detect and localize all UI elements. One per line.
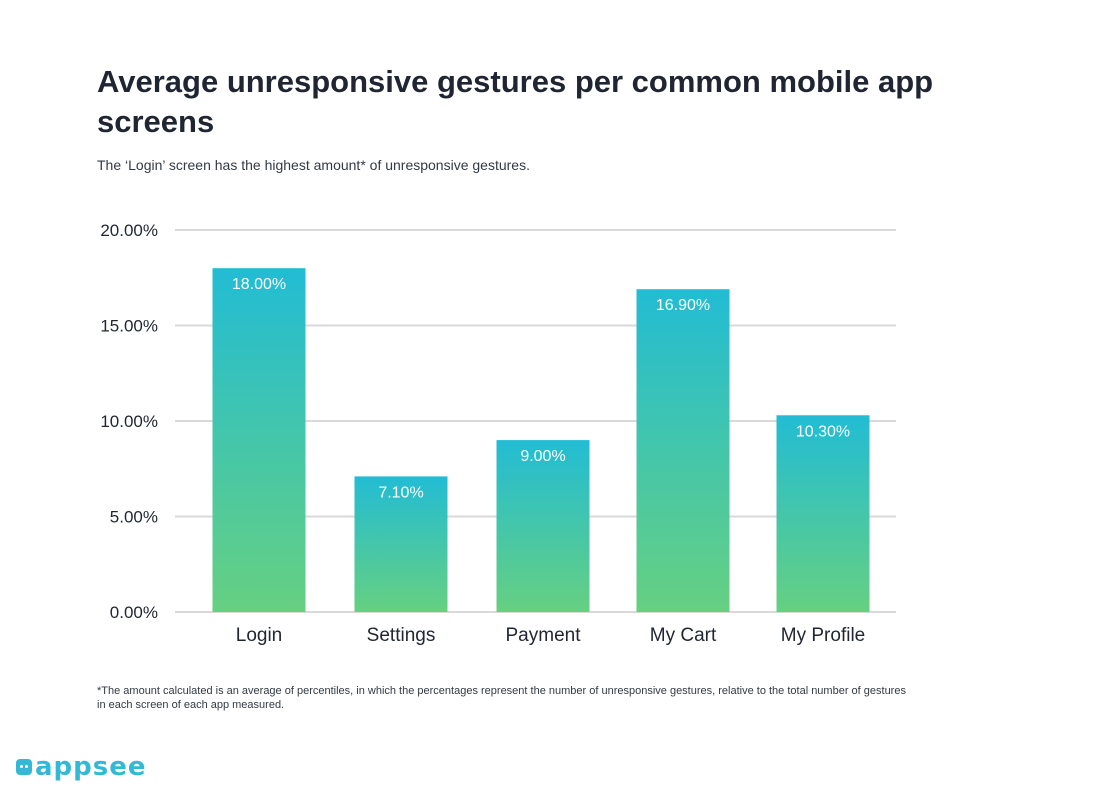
data-label: 18.00% — [232, 276, 286, 293]
data-label: 16.90% — [656, 297, 710, 314]
bar — [776, 415, 870, 612]
data-label: 10.30% — [796, 423, 850, 440]
footnote: *The amount calculated is an average of … — [97, 685, 906, 711]
x-tick-label: Settings — [367, 625, 436, 646]
y-tick-label: 0.00% — [110, 603, 158, 622]
y-tick-label: 20.00% — [100, 221, 158, 240]
bar — [496, 440, 590, 612]
chart-subtitle: The ‘Login’ screen has the highest amoun… — [97, 157, 530, 173]
bar — [354, 476, 448, 612]
appsee-logo-icon — [16, 759, 32, 775]
appsee-logo: appsee — [16, 750, 147, 784]
y-axis-tick-labels: 0.00% 5.00% 10.00% 15.00% 20.00% — [100, 221, 158, 622]
y-tick-label: 5.00% — [110, 508, 158, 527]
x-tick-label: My Profile — [781, 625, 865, 646]
y-tick-label: 15.00% — [100, 317, 158, 336]
bar — [212, 268, 306, 612]
x-tick-label: Payment — [506, 625, 582, 646]
data-label: 9.00% — [520, 448, 565, 465]
bar — [636, 289, 730, 612]
bars — [212, 268, 870, 612]
x-axis-tick-labels: Login Settings Payment My Cart My Profile — [236, 625, 865, 646]
x-tick-label: My Cart — [650, 625, 717, 646]
x-tick-label: Login — [236, 625, 283, 646]
data-labels: 18.00% 7.10% 9.00% 16.90% 10.30% — [232, 276, 850, 501]
logo-text: appsee — [35, 752, 147, 782]
data-label: 7.10% — [378, 484, 423, 501]
chart-title: Average unresponsive gestures per common… — [97, 64, 934, 139]
bar-chart: 0.00% 5.00% 10.00% 15.00% 20.00% 18.00% 7.10%… — [100, 221, 896, 646]
y-tick-label: 10.00% — [100, 412, 158, 431]
